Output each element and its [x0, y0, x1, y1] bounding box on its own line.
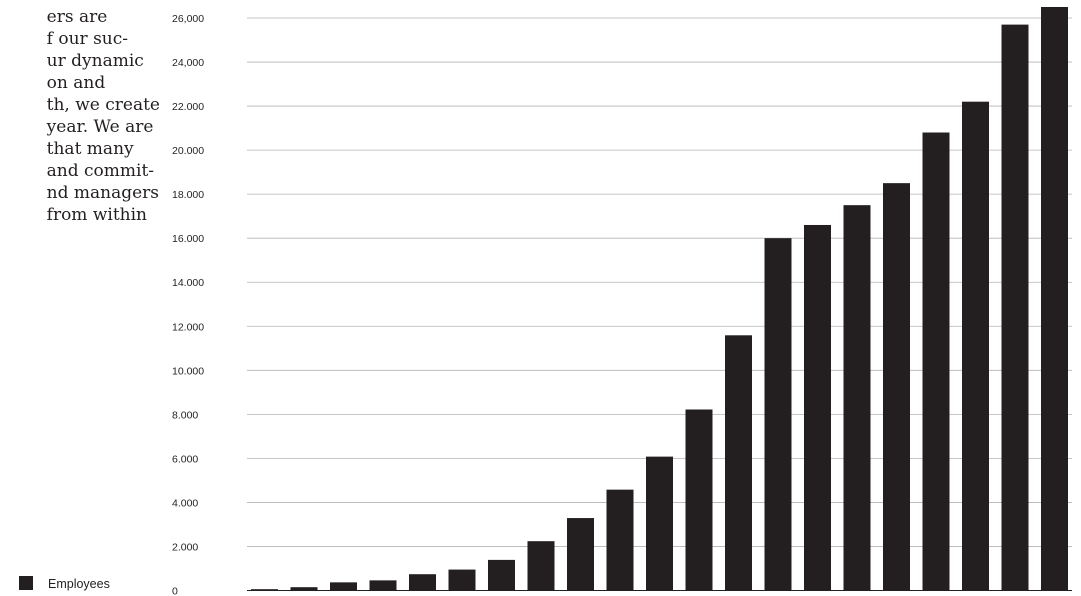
bar — [330, 582, 357, 591]
y-tick-label: 18.000 — [172, 189, 204, 201]
y-tick-label: 6.000 — [172, 453, 198, 465]
y-tick-label: 24,000 — [172, 57, 204, 69]
bar — [527, 541, 555, 591]
y-tick-label: 20.000 — [172, 145, 204, 157]
intro-line: and commit- — [46, 161, 155, 181]
intro-line: that many — [46, 139, 134, 159]
bar — [646, 456, 673, 591]
y-tick-label: 2.000 — [172, 541, 198, 553]
intro-line: year. We are — [46, 117, 154, 137]
bar — [606, 489, 634, 591]
intro-line: th, we create — [46, 95, 160, 115]
intro-line: ers are — [46, 7, 108, 27]
y-tick-label: 22.000 — [172, 101, 204, 113]
y-tick-label: 0 — [172, 586, 178, 596]
y-tick-label: 12.000 — [172, 321, 204, 333]
intro-line: ur dynamic — [46, 51, 144, 71]
bar — [567, 518, 594, 591]
bar — [251, 589, 278, 591]
bars — [251, 6, 1068, 591]
bar — [409, 574, 436, 591]
bar — [843, 205, 871, 591]
y-tick-label: 4.000 — [172, 497, 198, 509]
bar — [725, 335, 752, 591]
y-tick-label: 10.000 — [172, 365, 204, 377]
intro-line: f our suc- — [46, 29, 129, 49]
bar — [488, 559, 515, 591]
bar — [804, 224, 831, 591]
y-tick-label: 14.000 — [172, 277, 204, 289]
bar — [962, 101, 989, 591]
y-tick-label: 16.000 — [172, 233, 204, 245]
bar — [922, 132, 950, 591]
bar — [764, 238, 792, 591]
y-tick-label: 8.000 — [172, 409, 198, 421]
bar — [448, 569, 476, 591]
intro-text-lines: ers are f our suc- ur dynamic on and th,… — [47, 6, 160, 226]
intro-line: on and — [46, 73, 106, 93]
bar — [1001, 24, 1029, 591]
bar — [290, 587, 318, 591]
intro-line: from within — [46, 205, 147, 225]
bar — [685, 409, 713, 591]
legend-label: Employees — [48, 577, 110, 591]
y-tick-label: 26,000 — [172, 13, 204, 25]
bar — [369, 580, 397, 591]
bar — [1041, 6, 1068, 591]
intro-line: nd managers — [46, 183, 160, 203]
intro-text: ers are f our suc- ur dynamic on and th,… — [0, 0, 160, 330]
y-axis-ticks: 0 2.000 4.000 6.000 8.000 10.000 12.000 14.000 1… — [172, 13, 204, 596]
bar — [883, 183, 910, 591]
legend-swatch — [19, 576, 33, 590]
